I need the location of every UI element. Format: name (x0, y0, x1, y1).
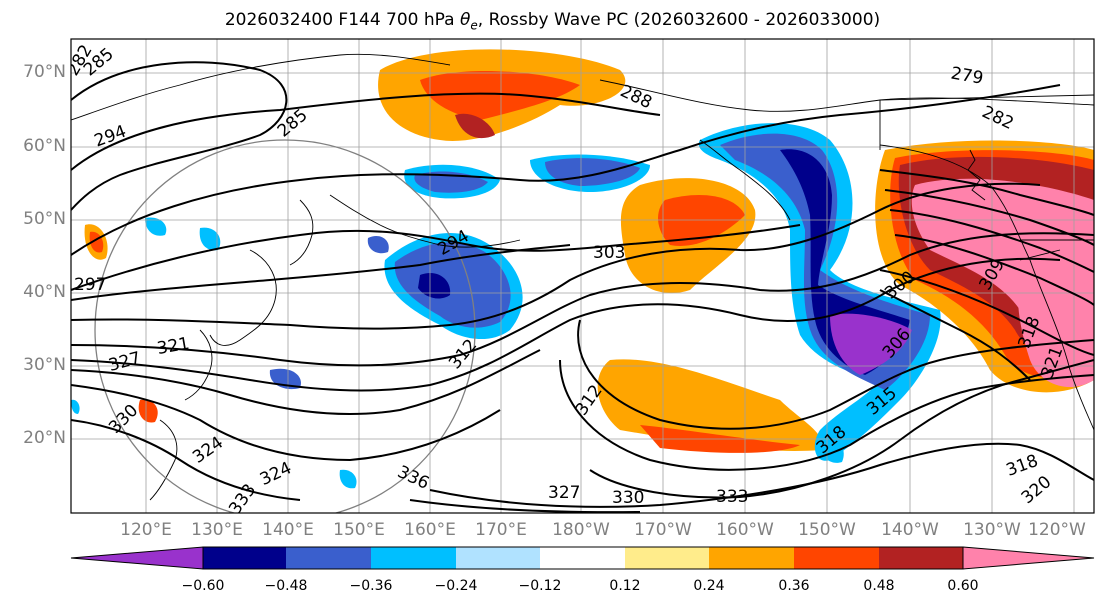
lon-label: 140°E (262, 520, 314, 540)
colorbar-tick: −0.12 (518, 578, 562, 594)
colorbar-segment (794, 547, 879, 569)
anomaly-small-2 (199, 227, 221, 251)
lon-label: 160°W (716, 520, 774, 540)
lon-label: 150°E (333, 520, 385, 540)
colorbar-extend-right (962, 546, 1095, 570)
colorbar-outline (202, 546, 964, 570)
colorbar-tick: 0.24 (693, 578, 725, 594)
anomaly-alaska-north-core (420, 70, 580, 120)
lat-label: 20°N (23, 428, 66, 448)
colorbar-tick: 0.36 (778, 578, 810, 594)
contour-label: 327 (548, 483, 580, 503)
lon-label: 160°E (404, 520, 456, 540)
lat-label: 50°N (23, 209, 66, 229)
anomaly-small-7 (71, 399, 80, 414)
map-frame (70, 38, 1095, 514)
anomaly-alaska-north-peak (455, 113, 495, 139)
lon-label: 120°W (1028, 520, 1086, 540)
lon-label: 170°E (475, 520, 527, 540)
contour-label: 330 (612, 488, 644, 508)
theta-subscript: e (470, 18, 478, 33)
lon-label: 150°W (798, 520, 856, 540)
anomaly-bering-band-peak (830, 313, 912, 375)
colorbar-extend-left (70, 546, 204, 570)
anomaly-small-1 (145, 217, 167, 236)
graticule (71, 39, 1094, 513)
colorbar-segment (879, 547, 963, 569)
lon-label: 130°W (963, 520, 1021, 540)
colorbar-tick: −0.36 (349, 578, 393, 594)
lat-label: 40°N (23, 282, 66, 302)
lon-label: 140°W (881, 520, 939, 540)
theta-symbol: θ (460, 10, 471, 30)
colorbar-segment (286, 547, 371, 569)
lon-label: 180°W (552, 520, 610, 540)
lon-label: 170°W (634, 520, 692, 540)
colorbar-segment (203, 547, 286, 569)
colorbar (70, 546, 1095, 570)
colorbar-segment (371, 547, 456, 569)
colorbar-tick: 0.48 (863, 578, 895, 594)
reference-circle (94, 139, 476, 513)
anomaly-kuril-trough-deep (418, 272, 451, 299)
contour-label: 333 (716, 487, 748, 507)
contour-label: 303 (593, 243, 625, 263)
theta-e-contours (71, 61, 1094, 513)
anomaly-philippine-sea (138, 399, 158, 423)
colorbar-segment (456, 547, 540, 569)
lon-label: 120°E (120, 520, 172, 540)
colorbar-tick: 0.12 (609, 578, 641, 594)
colorbar-tick: 0.60 (947, 578, 979, 594)
lat-label: 70°N (23, 62, 66, 82)
colorbar-tick: −0.60 (181, 578, 225, 594)
anomaly-small-5 (339, 469, 357, 489)
lat-label: 30°N (23, 355, 66, 375)
contour-label: 297 (74, 275, 106, 295)
anomaly-small-4 (367, 235, 389, 254)
lat-label: 60°N (23, 136, 66, 156)
colorbar-segment (540, 547, 625, 569)
colorbar-tick: −0.24 (434, 578, 478, 594)
negative-anomaly-fills (71, 123, 941, 489)
map-title: 2026032400 F144 700 hPa θe, Rossby Wave … (224, 10, 881, 33)
lon-label: 130°E (191, 520, 243, 540)
anomaly-aleutian-east-core (658, 195, 745, 246)
map-area: 282 285 285 288 279 282 294 294 297 303 … (71, 39, 1094, 513)
colorbar-tick: −0.48 (264, 578, 308, 594)
colorbar-segment (625, 547, 709, 569)
colorbar-segment (709, 547, 794, 569)
anomaly-west-coast-peak (1018, 278, 1094, 388)
coastlines (71, 53, 1094, 501)
